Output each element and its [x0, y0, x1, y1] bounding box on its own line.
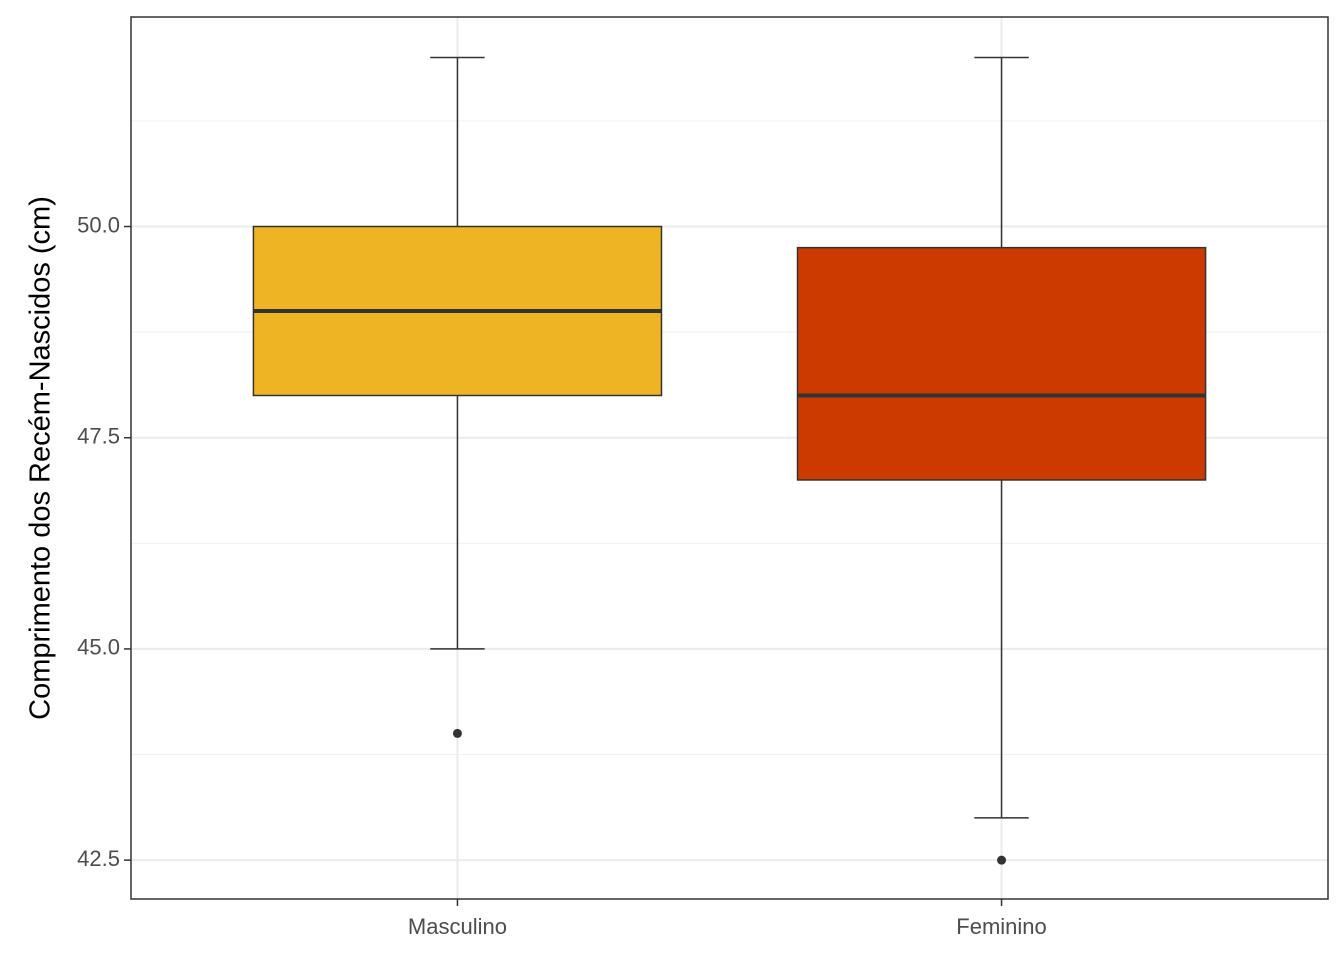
y-tick-label: 50.0 [77, 212, 120, 237]
outlier [452, 728, 462, 738]
y-tick-label: 47.5 [77, 424, 120, 449]
box [796, 246, 1207, 481]
y-axis-title: Comprimento dos Recém-Nascidos (cm) [25, 196, 57, 720]
y-tick-label: 45.0 [77, 635, 120, 660]
outlier [997, 855, 1007, 865]
x-tick-label: Feminino [956, 914, 1046, 939]
y-tick-label: 42.5 [77, 846, 120, 871]
x-tick-label: Masculino [408, 914, 507, 939]
panel-border [130, 16, 1329, 900]
